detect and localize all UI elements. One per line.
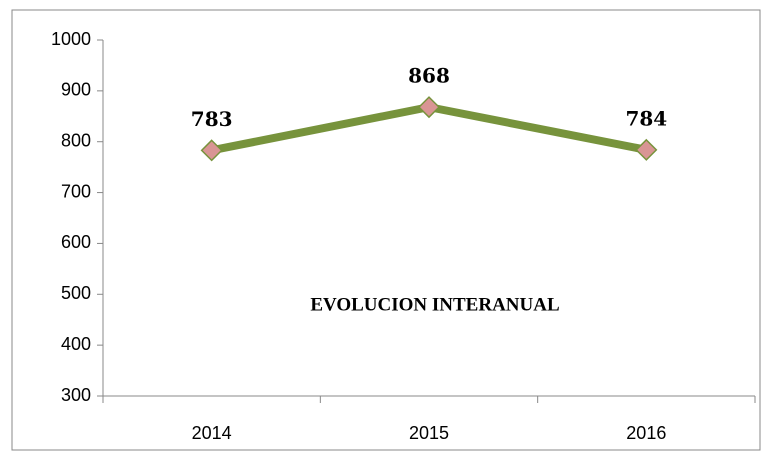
y-tick-label: 300 [61, 385, 91, 405]
y-tick-label: 900 [61, 80, 91, 100]
x-tick-label: 2014 [192, 423, 232, 443]
chart-title: EVOLUCION INTERANUAL [310, 294, 559, 315]
y-tick-label: 600 [61, 232, 91, 252]
chart-border [11, 9, 761, 451]
marker [200, 139, 223, 162]
data-label: 783 [191, 107, 233, 131]
y-tick-label: 1000 [51, 29, 91, 49]
y-tick-label: 700 [61, 181, 91, 201]
x-tick-label: 2016 [626, 423, 666, 443]
y-tick-label: 800 [61, 130, 91, 150]
x-tick-label: 2015 [409, 423, 449, 443]
y-tick-label: 500 [61, 283, 91, 303]
marker [635, 138, 658, 161]
data-label: 868 [408, 64, 450, 88]
marker [417, 96, 441, 119]
data-label: 784 [625, 106, 667, 130]
y-tick-label: 400 [61, 334, 91, 354]
